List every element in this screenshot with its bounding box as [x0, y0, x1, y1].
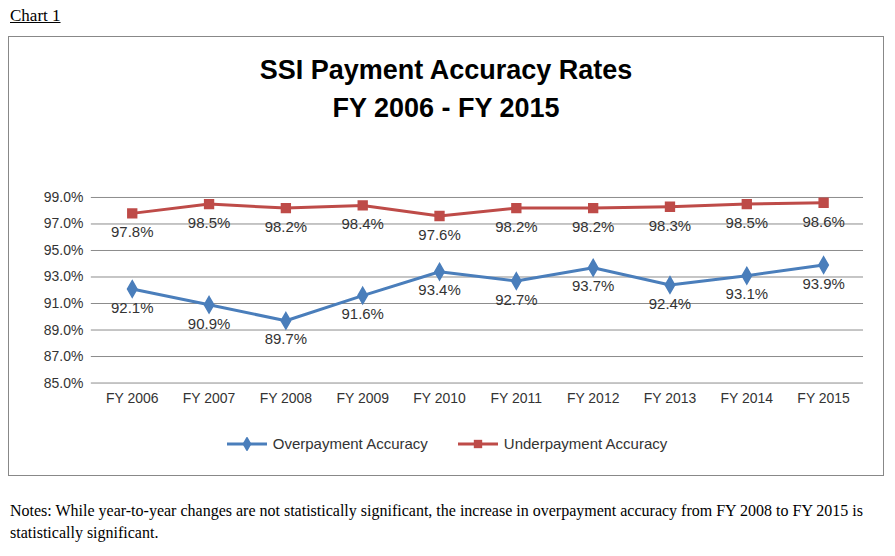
- html-text:FY 2006 - FY 2015: FY 2006 - FY 2015: [332, 93, 560, 123]
- svg-text:89.0%: 89.0%: [44, 321, 84, 337]
- svg-text:FY 2009: FY 2009: [336, 390, 389, 406]
- svg-text:91.6%: 91.6%: [341, 305, 383, 322]
- svg-text:FY 2008: FY 2008: [260, 390, 313, 406]
- svg-text:97.6%: 97.6%: [418, 226, 460, 243]
- html-text:Underpayment Accuracy: Underpayment Accuracy: [503, 435, 668, 452]
- svg-text:93.9%: 93.9%: [802, 275, 844, 292]
- svg-text:95.0%: 95.0%: [44, 242, 84, 258]
- svg-text:93.7%: 93.7%: [572, 277, 614, 294]
- svg-text:FY 2014: FY 2014: [721, 390, 774, 406]
- svg-text:91.0%: 91.0%: [44, 295, 84, 311]
- svg-text:FY 2006: FY 2006: [106, 390, 159, 406]
- svg-text:FY 2007: FY 2007: [183, 390, 236, 406]
- svg-text:92.1%: 92.1%: [111, 299, 153, 316]
- svg-text:97.8%: 97.8%: [111, 223, 153, 240]
- svg-text:98.2%: 98.2%: [572, 218, 614, 235]
- html-text:SSI Payment Accuracy Rates: SSI Payment Accuracy Rates: [259, 55, 633, 85]
- svg-text:98.5%: 98.5%: [726, 214, 768, 231]
- html-text:Overpayment Accuracy: Overpayment Accuracy: [272, 435, 428, 452]
- svg-text:FY 2013: FY 2013: [644, 390, 697, 406]
- svg-text:98.3%: 98.3%: [649, 216, 691, 233]
- svg-text:92.4%: 92.4%: [649, 295, 691, 312]
- svg-text:89.7%: 89.7%: [265, 330, 307, 347]
- svg-text:93.1%: 93.1%: [726, 285, 768, 302]
- svg-text:93.4%: 93.4%: [418, 281, 460, 298]
- svg-text:98.6%: 98.6%: [802, 213, 844, 230]
- svg-text:90.9%: 90.9%: [188, 315, 230, 332]
- svg-text:FY 2010: FY 2010: [413, 390, 466, 406]
- svg-text:FY 2011: FY 2011: [491, 390, 543, 406]
- svg-text:87.0%: 87.0%: [44, 348, 84, 364]
- svg-text:98.2%: 98.2%: [265, 218, 307, 235]
- svg-text:85.0%: 85.0%: [44, 375, 84, 391]
- svg-text:97.0%: 97.0%: [44, 215, 84, 231]
- svg-text:99.0%: 99.0%: [44, 189, 84, 205]
- html-text:Notes: While year-to-year chan: Notes: While year-to-year changes are no…: [10, 502, 863, 541]
- svg-text:FY 2012: FY 2012: [567, 390, 620, 406]
- svg-text:93.0%: 93.0%: [44, 268, 84, 284]
- svg-text:98.2%: 98.2%: [495, 218, 537, 235]
- html-text:Chart 1: Chart 1: [10, 6, 61, 25]
- svg-text:FY 2015: FY 2015: [797, 390, 850, 406]
- svg-text:92.7%: 92.7%: [495, 291, 537, 308]
- svg-text:98.5%: 98.5%: [188, 214, 230, 231]
- svg-text:98.4%: 98.4%: [341, 215, 383, 232]
